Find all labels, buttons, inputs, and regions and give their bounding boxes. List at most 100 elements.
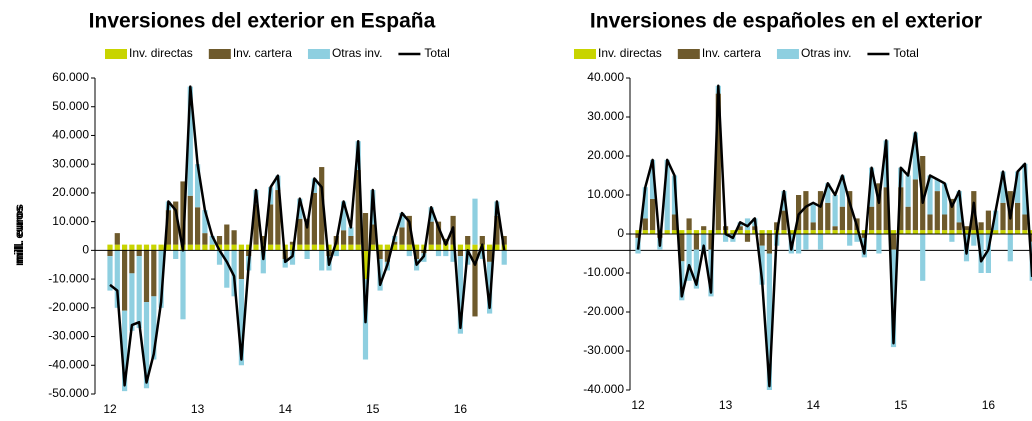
- bar: [942, 214, 948, 231]
- y-tick-label: -50.000: [48, 386, 89, 400]
- bar: [723, 234, 729, 242]
- y-tick-label: -20.000: [583, 304, 624, 318]
- bar: [635, 230, 641, 234]
- bar: [275, 244, 281, 251]
- bar: [216, 244, 223, 251]
- bar: [642, 187, 648, 219]
- bar: [260, 236, 266, 245]
- bar: [744, 218, 751, 231]
- bar: [202, 233, 208, 245]
- bar: [501, 236, 507, 245]
- bar: [392, 241, 398, 245]
- bar: [435, 250, 442, 257]
- bar: [187, 86, 193, 196]
- legend-swatch: [574, 49, 596, 59]
- bar: [122, 250, 128, 311]
- bar: [1022, 214, 1028, 231]
- y-tick-label: 60.000: [52, 70, 89, 84]
- bar: [927, 214, 933, 231]
- bar: [384, 244, 390, 251]
- legend-label: Total: [893, 46, 918, 60]
- bar: [297, 218, 303, 245]
- bar: [803, 191, 809, 231]
- panel: Inversiones de españoles en el exterior m…: [12, 10, 1032, 412]
- y-tick-label: 0: [82, 243, 89, 257]
- bar: [825, 230, 831, 234]
- bar: [854, 230, 860, 234]
- bar: [209, 244, 215, 251]
- bar: [180, 181, 186, 245]
- bar: [158, 244, 164, 251]
- bar: [956, 191, 962, 223]
- bar: [1007, 234, 1013, 262]
- bar: [890, 249, 897, 348]
- bar: [231, 250, 237, 297]
- bar: [260, 250, 266, 274]
- bar: [268, 204, 274, 245]
- bar: [766, 234, 772, 254]
- bar: [774, 222, 780, 231]
- bar: [985, 230, 991, 234]
- bar: [107, 250, 113, 257]
- bar: [912, 132, 918, 180]
- total-line: [109, 85, 506, 387]
- bar: [832, 230, 838, 234]
- bar: [759, 230, 765, 234]
- bar: [370, 224, 376, 245]
- bar: [1022, 230, 1028, 234]
- bar: [708, 234, 714, 250]
- bar: [847, 230, 853, 234]
- bar: [173, 250, 179, 259]
- total-line: [636, 84, 1032, 388]
- bar: [435, 244, 442, 251]
- bar: [129, 273, 135, 331]
- bar: [114, 244, 120, 251]
- bar: [978, 222, 984, 231]
- bar: [898, 230, 904, 234]
- chart-title: Inversiones de españoles en el exterior: [590, 10, 982, 33]
- bar: [927, 175, 933, 215]
- y-tick-label: -40.000: [583, 382, 624, 396]
- y-tick-label: 30.000: [52, 156, 89, 170]
- bar: [650, 230, 656, 234]
- bar: [319, 244, 325, 251]
- bar: [671, 230, 678, 234]
- bar: [355, 169, 361, 245]
- y-axis-title: mill. euros: [12, 204, 26, 264]
- bar: [781, 230, 787, 234]
- bar: [443, 250, 449, 257]
- bar: [1022, 163, 1028, 215]
- bar: [744, 230, 751, 234]
- bar: [487, 244, 493, 251]
- bar: [664, 230, 670, 234]
- bar: [635, 234, 641, 238]
- bar: [268, 244, 274, 251]
- legend-label: Total: [424, 46, 449, 60]
- bar: [406, 244, 412, 251]
- bar: [817, 191, 824, 231]
- bar: [839, 206, 845, 231]
- y-tick-label: 40.000: [52, 128, 89, 142]
- bar: [457, 244, 463, 251]
- bar: [949, 234, 955, 242]
- bar: [151, 250, 157, 297]
- panel: Inversiones del exterior en España mill. …: [12, 10, 1032, 416]
- bar: [949, 230, 955, 234]
- x-tick-label: 16: [454, 402, 468, 416]
- bar: [1007, 230, 1013, 234]
- y-tick-label: 20.000: [587, 148, 624, 162]
- bar: [370, 244, 376, 251]
- bar: [487, 261, 493, 314]
- bar: [744, 234, 751, 242]
- bar: [701, 234, 707, 254]
- bar: [912, 230, 918, 234]
- bar: [151, 244, 157, 251]
- bar: [165, 244, 171, 251]
- bar: [129, 244, 135, 251]
- bar: [934, 179, 940, 192]
- bar: [650, 159, 656, 199]
- bar: [693, 234, 699, 250]
- bar: [869, 167, 875, 207]
- y-tick-label: -30.000: [48, 329, 89, 343]
- bar: [839, 175, 845, 207]
